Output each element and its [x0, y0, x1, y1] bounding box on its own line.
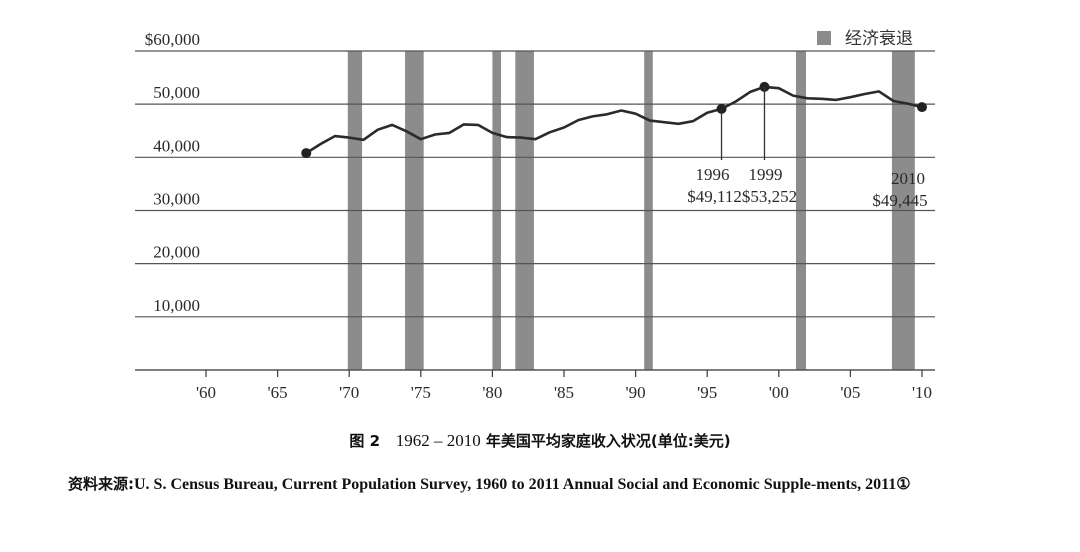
y-tick-label: $60,000 [145, 30, 200, 49]
source-text: U. S. Census Bureau, Current Population … [134, 476, 911, 493]
x-tick-label: '75 [411, 383, 431, 402]
annotation-value: $49,445 [872, 191, 927, 210]
annotation-year: 2010 [891, 169, 925, 188]
x-tick-label: '60 [196, 383, 216, 402]
x-tick-label: '00 [769, 383, 789, 402]
source-prefix: 资料来源: [68, 475, 134, 493]
annotation-year: 1999 [748, 165, 782, 184]
legend: 经济衰退 [817, 29, 913, 49]
annotation-value: $49,112 [687, 187, 742, 206]
recession-legend-swatch-icon [817, 31, 831, 45]
y-tick-label: 20,000 [153, 243, 200, 262]
x-tick-label: '70 [339, 383, 359, 402]
income-line [304, 85, 924, 155]
caption-years: 1962 – 2010 [395, 431, 481, 450]
y-axis-labels: 10,000 20,000 30,000 40,000 50,000 $60,000 [145, 30, 200, 315]
x-tick-label: '10 [912, 383, 932, 402]
y-tick-label: 40,000 [153, 136, 200, 155]
income-line-chart: 10,000 20,000 30,000 40,000 50,000 $60,000 '6… [135, 29, 935, 402]
y-tick-label: 10,000 [153, 296, 200, 315]
caption-text: 年美国平均家庭收入状况(单位:美元) [480, 432, 731, 450]
figure-number: 图 2 [349, 432, 381, 450]
y-tick-label: 30,000 [153, 189, 200, 208]
source-note: 资料来源:U. S. Census Bureau, Current Popula… [36, 468, 1056, 501]
x-axis: '60 '65 '70 '75 '80 '85 '90 '95 '00 '05 '10 [196, 370, 932, 402]
x-tick-label: '05 [840, 383, 860, 402]
x-tick-label: '65 [268, 383, 288, 402]
income-series [301, 81, 927, 159]
x-tick-label: '90 [626, 383, 646, 402]
x-tick-label: '80 [482, 383, 502, 402]
y-tick-label: 50,000 [153, 83, 200, 102]
figure-caption: 图 2 1962 – 2010 年美国平均家庭收入状况(单位:美元) [0, 430, 1080, 451]
annotation-year: 1996 [696, 165, 730, 184]
annotations: 1996 $49,112 1999 $53,252 2010 $49,445 [687, 86, 928, 210]
x-tick-label: '85 [554, 383, 574, 402]
data-point-marker [301, 148, 312, 159]
annotation-value: $53,252 [742, 187, 797, 206]
data-point-marker [917, 102, 927, 113]
x-tick-label: '95 [697, 383, 717, 402]
legend-label: 经济衰退 [845, 29, 913, 49]
gridlines [135, 50, 935, 371]
